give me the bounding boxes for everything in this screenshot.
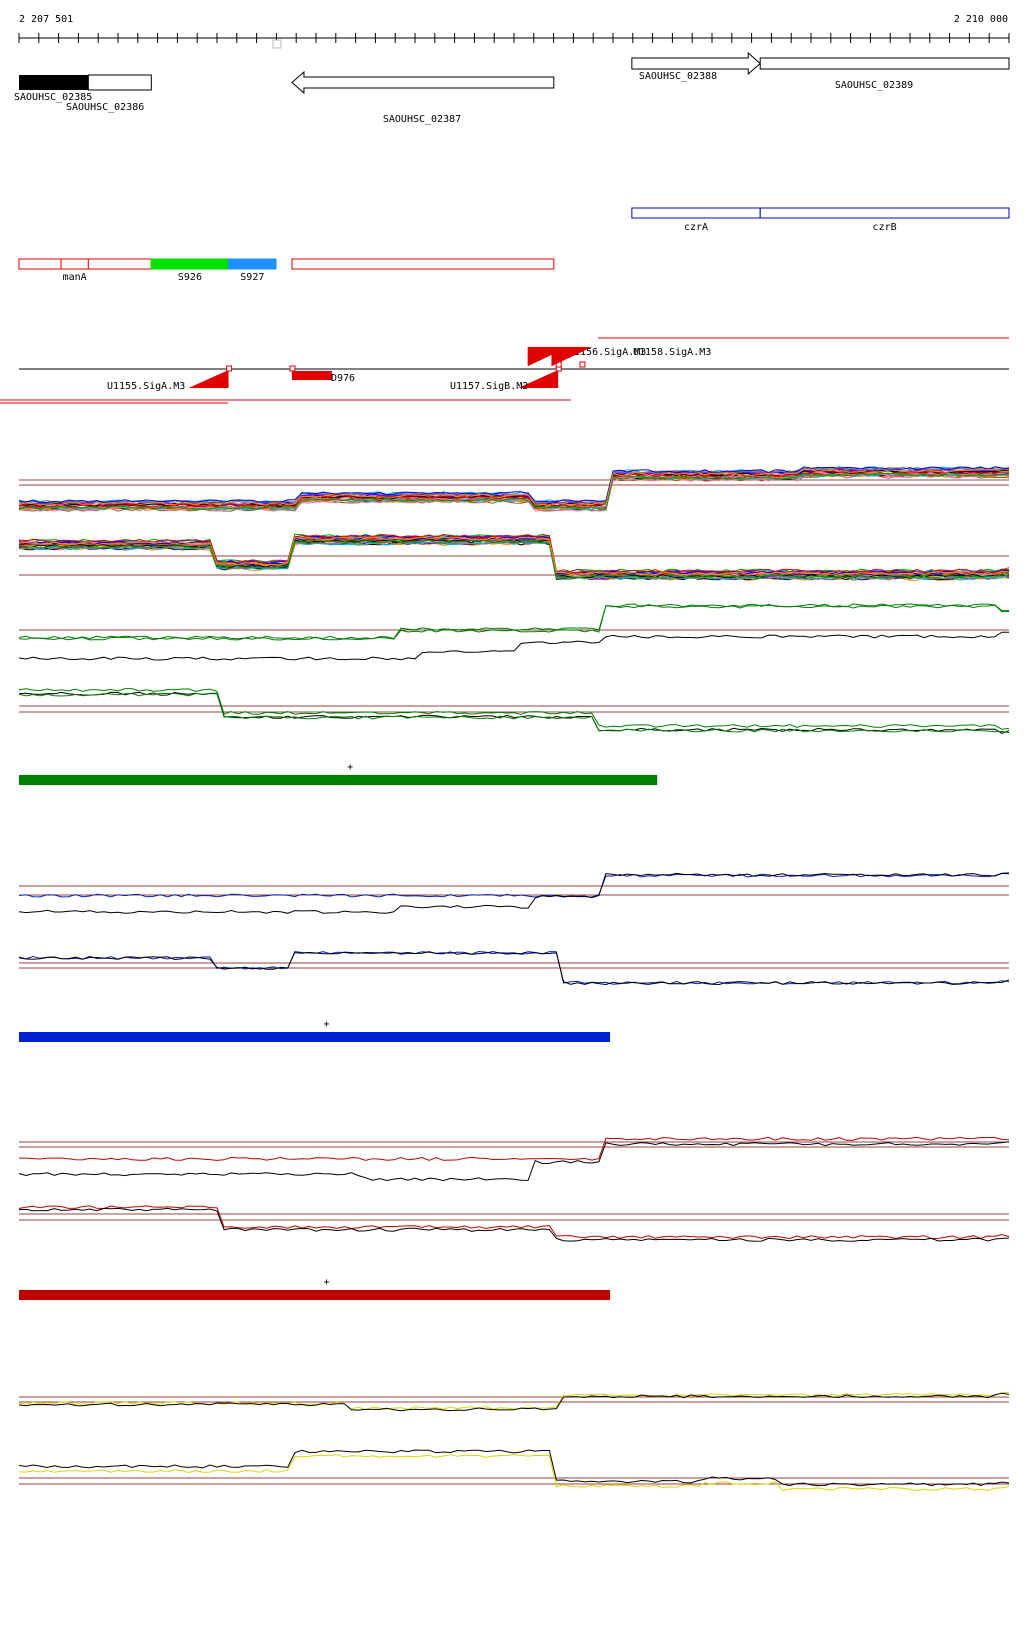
expression-line [19, 1136, 1010, 1161]
gene-label: SAOUHSC_02385 [14, 92, 92, 103]
operon-track: czrA czrB [631, 207, 1010, 233]
expression-line [18, 1205, 1010, 1240]
ruler-start-label: 2 207 501 [19, 14, 73, 25]
promoter-label: U1157.SigB.M2 [450, 381, 528, 392]
promoter-track: U1155.SigA.M3 D976 U1157.SigB.M2 U1156.SigA… [0, 337, 1009, 404]
gene-label: SAOUHSC_02388 [639, 71, 717, 82]
expression-line [18, 539, 1010, 579]
promoter-label: U1155.SigA.M3 [107, 381, 185, 392]
gene-label: SAOUHSC_02386 [66, 102, 144, 113]
expression-line [18, 472, 1010, 510]
annotation-box [228, 258, 277, 270]
expression-line [18, 538, 1010, 577]
expression-track-red: + [18, 1136, 1010, 1300]
annotation-box [18, 258, 62, 270]
promoter-label: U1158.SigA.M3 [633, 347, 711, 358]
gene-arrow [291, 70, 555, 95]
segment-bar [19, 1032, 611, 1042]
gene-label: SAOUHSC_02389 [835, 80, 913, 91]
operon-label: czrB [873, 222, 897, 233]
expression-line [18, 1391, 1010, 1411]
expression-line [18, 1392, 1010, 1412]
expression-line [18, 604, 1010, 641]
expression-line [18, 691, 1010, 734]
gene-label: SAOUHSC_02387 [383, 114, 461, 125]
annotation-track: manA S926 S927 [18, 258, 555, 283]
expression-line [18, 1449, 1010, 1487]
promoter-mark [291, 371, 332, 380]
operon-label: czrA [684, 222, 708, 233]
expression-line [18, 951, 1010, 986]
promoter-label: D976 [331, 373, 355, 384]
coordinate-ruler: 2 207 501 2 210 000 [18, 14, 1010, 49]
expression-line [18, 1454, 1010, 1492]
operon-box [631, 207, 761, 219]
annotation-label: S927 [240, 272, 264, 283]
expression-line [18, 1207, 1010, 1242]
annotation-label: manA [63, 272, 87, 283]
promoter-mark [188, 370, 229, 388]
expression-line [18, 474, 1010, 512]
promoter-mark [518, 370, 559, 388]
segment-bar [19, 1290, 611, 1300]
segment-bar [19, 775, 658, 785]
segment-label: + [324, 1277, 330, 1288]
expression-line [18, 631, 1010, 661]
annotation-box [150, 258, 230, 270]
scroll-handle[interactable] [272, 39, 282, 49]
expression-line [18, 872, 1010, 898]
expression-line [18, 692, 1010, 734]
annotation-box [87, 258, 152, 270]
operon-box [759, 207, 1010, 219]
ruler-ticks [18, 33, 1010, 43]
expression-track-multi [18, 466, 1010, 581]
expression-track-blue: + [18, 872, 1010, 1042]
promoter-mark [289, 365, 296, 372]
promoter-label: U1156.SigA.M3 [568, 347, 646, 358]
gene-arrow [87, 74, 152, 91]
annotation-label: S926 [178, 272, 202, 283]
expression-line [19, 536, 1010, 576]
expression-line [18, 688, 1010, 730]
ruler-end-label: 2 210 000 [954, 14, 1008, 25]
expression-line [18, 466, 1010, 504]
expression-line [18, 533, 1010, 573]
annotation-box [291, 258, 555, 270]
promoter-mark [551, 347, 592, 366]
segment-label: + [347, 762, 353, 773]
gene-block [19, 75, 89, 90]
gene-arrow [631, 51, 761, 76]
expression-line [18, 603, 1010, 640]
annotation-box [60, 258, 89, 270]
promoter-mark [579, 361, 586, 368]
segment-label: + [324, 1019, 330, 1030]
expression-track-yellow [18, 1391, 1010, 1492]
expression-line [18, 872, 1010, 914]
gene-arrow [759, 57, 1010, 70]
promoter-mark [226, 365, 233, 372]
expression-line [18, 1141, 1010, 1182]
expression-track-green: + [18, 603, 1010, 785]
expression-line [18, 468, 1010, 506]
